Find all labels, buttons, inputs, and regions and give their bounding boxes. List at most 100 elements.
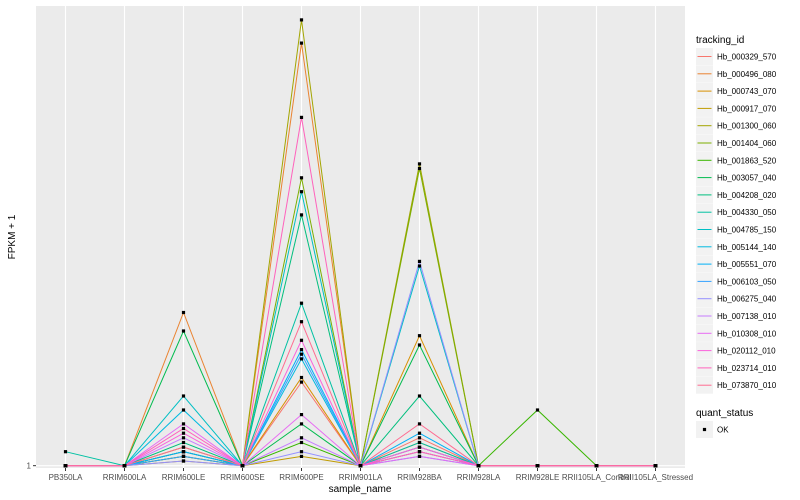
- data-point: [417, 422, 422, 426]
- data-point: [653, 464, 658, 468]
- legend-label: Hb_000329_570: [717, 53, 777, 62]
- data-point: [417, 440, 422, 445]
- data-point: [535, 408, 540, 412]
- data-point: [299, 380, 304, 384]
- data-point: [181, 310, 186, 315]
- legend-label: Hb_000917_070: [717, 104, 777, 113]
- data-point: [299, 41, 304, 45]
- data-point: [299, 357, 304, 361]
- shape-legend-marker: [702, 427, 707, 432]
- data-point: [299, 348, 304, 352]
- x-tick-label: RRIM928BA: [397, 473, 442, 482]
- x-axis-title: sample_name: [329, 484, 392, 495]
- legend-items: Hb_000329_570 Hb_000496_080 Hb_000743_070 H…: [696, 48, 777, 394]
- x-tick-label: RRIM928LE: [516, 473, 560, 482]
- x-tick-label: RRII105LA_Stressed: [618, 473, 693, 482]
- x-tick-label: PB350LA: [49, 473, 83, 482]
- data-point: [299, 413, 304, 417]
- legend-label: Hb_005551_070: [717, 260, 777, 269]
- x-tick-label: RRIM600SE: [220, 473, 264, 482]
- data-point: [417, 259, 422, 263]
- data-point: [299, 450, 304, 454]
- data-point: [63, 464, 68, 468]
- data-point: [299, 454, 304, 458]
- data-point: [417, 162, 422, 166]
- legend-label: Hb_004330_050: [717, 208, 777, 217]
- data-point: [240, 464, 245, 468]
- data-point: [181, 426, 186, 431]
- data-point: [181, 329, 186, 333]
- legend-label: Hb_003057_040: [717, 174, 777, 183]
- data-point: [299, 440, 304, 445]
- data-point: [299, 301, 304, 305]
- data-point: [417, 264, 422, 268]
- legend-label: Hb_001863_520: [717, 156, 777, 165]
- data-point: [299, 18, 304, 22]
- data-point: [299, 375, 304, 380]
- data-point: [417, 394, 422, 398]
- legend-label: Hb_020112_010: [717, 347, 776, 356]
- legend-label: Hb_006275_040: [717, 295, 777, 304]
- data-point: [417, 343, 422, 347]
- y-axis-title: FPKM + 1: [7, 214, 18, 259]
- data-point: [181, 431, 186, 435]
- data-point: [417, 436, 422, 440]
- legend-label: Hb_001300_060: [717, 122, 777, 131]
- data-point: [181, 408, 186, 412]
- data-point: [181, 436, 186, 440]
- data-point: [63, 450, 68, 454]
- legend-label: Hb_006103_050: [717, 277, 777, 286]
- shape-legend-items: OK: [696, 421, 729, 438]
- data-point: [181, 440, 186, 445]
- data-point: [299, 338, 304, 342]
- x-tick-label: RRIM600LA: [103, 473, 147, 482]
- legend-label: Hb_007138_010: [717, 312, 777, 321]
- legend-label: Hb_073870_010: [717, 381, 777, 390]
- shape-legend-label: OK: [717, 426, 729, 435]
- data-point: [299, 422, 304, 426]
- shape-legend-title: quant_status: [696, 408, 753, 419]
- legend-label: Hb_004208_020: [717, 191, 777, 200]
- x-tick-label: RRIM928LA: [457, 473, 501, 482]
- data-point: [476, 464, 481, 468]
- data-point: [535, 464, 540, 468]
- data-point: [417, 454, 422, 458]
- data-point: [181, 459, 186, 463]
- data-point: [417, 166, 422, 171]
- legend-label: Hb_004785_150: [717, 226, 777, 235]
- data-point: [299, 320, 304, 324]
- y-tick-label: 1: [27, 462, 32, 471]
- legend-label: Hb_000743_070: [717, 87, 777, 96]
- legend-label: Hb_001404_060: [717, 139, 777, 148]
- data-point: [299, 190, 304, 194]
- x-tick-label: RRIM600PE: [279, 473, 323, 482]
- legend-label: Hb_010308_010: [717, 329, 777, 338]
- data-point: [181, 450, 186, 454]
- x-tick-label: RRII105LA_Control: [562, 473, 632, 482]
- data-point: [358, 464, 363, 468]
- points-layer: [63, 18, 658, 468]
- data-point: [417, 431, 422, 435]
- data-point: [299, 213, 304, 217]
- x-tick-label: RRIM600LE: [162, 473, 206, 482]
- data-point: [299, 115, 304, 119]
- data-point: [181, 454, 186, 458]
- data-point: [417, 445, 422, 449]
- data-point: [181, 394, 186, 398]
- data-point: [299, 436, 304, 440]
- legend-label: Hb_023714_010: [717, 364, 777, 373]
- data-point: [417, 450, 422, 454]
- data-point: [181, 445, 186, 449]
- data-point: [594, 464, 599, 468]
- legend-label: Hb_000496_080: [717, 70, 777, 79]
- legend-title: tracking_id: [696, 35, 744, 46]
- legend: tracking_id Hb_000329_570Hb_000496_080Hb…: [696, 35, 777, 438]
- legend-label: Hb_005144_140: [717, 243, 777, 252]
- data-point: [122, 464, 127, 468]
- data-point: [299, 176, 304, 180]
- x-tick-label: RRIM901LA: [339, 473, 383, 482]
- y-axis: 1: [27, 462, 36, 471]
- data-point: [417, 334, 422, 338]
- data-point: [181, 422, 186, 426]
